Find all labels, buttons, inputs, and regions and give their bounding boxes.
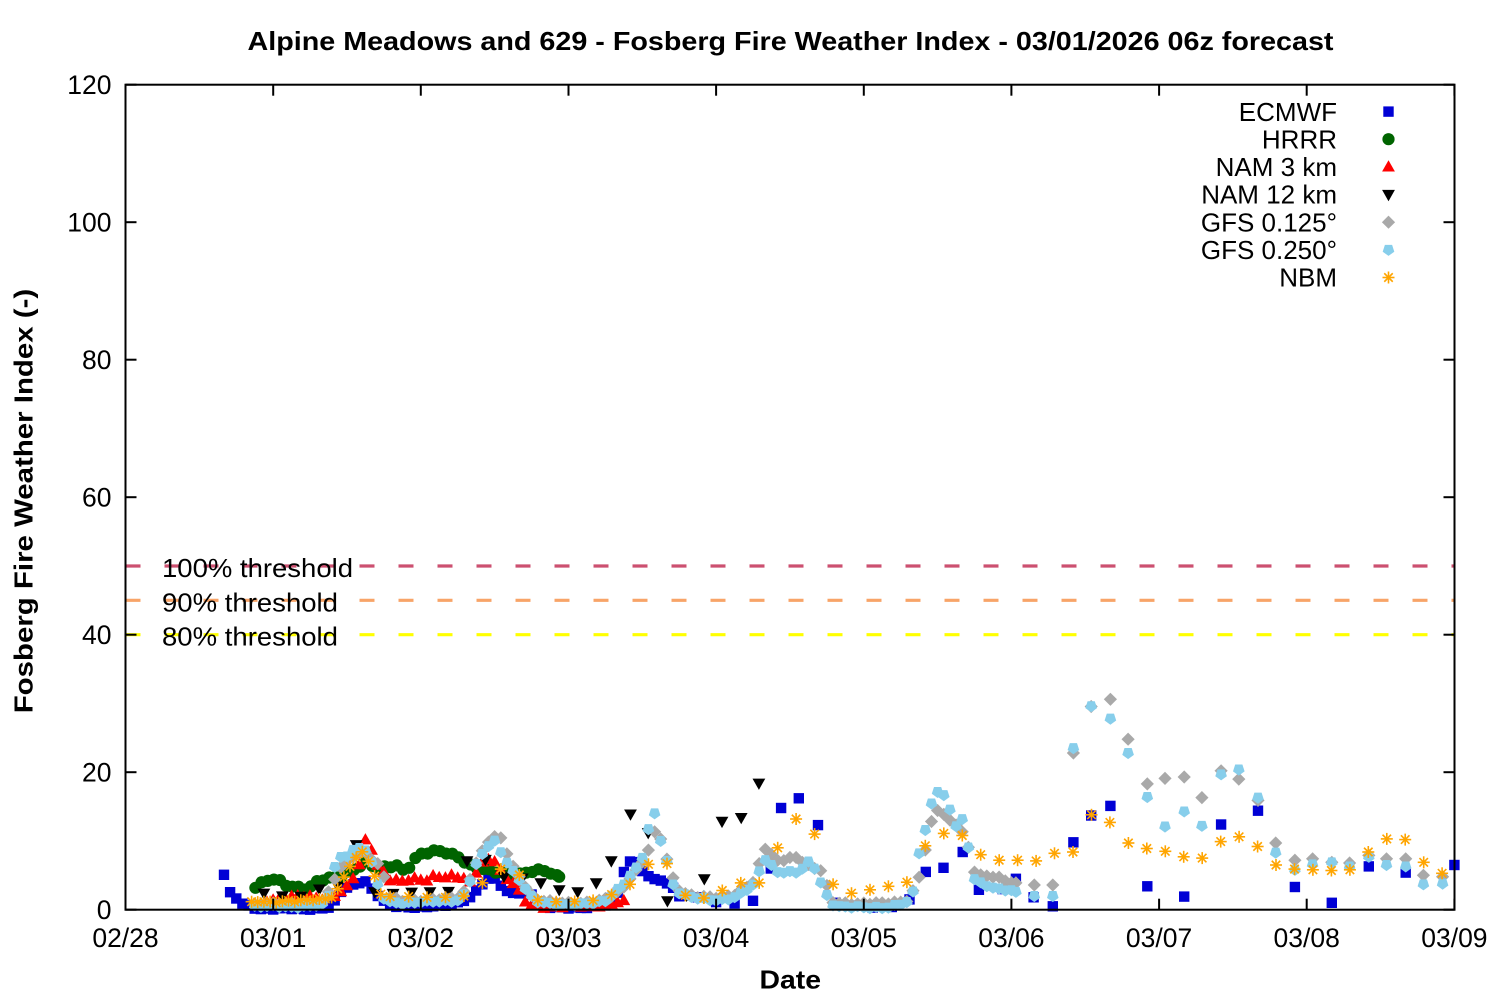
svg-text:Fosberg Fire Weather Index (-): Fosberg Fire Weather Index (-): [9, 289, 39, 714]
svg-text:03/04: 03/04: [683, 923, 749, 953]
svg-text:20: 20: [82, 757, 111, 787]
svg-text:Alpine Meadows and 629 - Fosbe: Alpine Meadows and 629 - Fosberg Fire We…: [248, 26, 1334, 56]
svg-text:HRRR: HRRR: [1262, 124, 1337, 154]
svg-text:0: 0: [97, 895, 112, 925]
svg-text:NAM 12 km: NAM 12 km: [1201, 180, 1337, 210]
svg-text:03/05: 03/05: [831, 923, 897, 953]
svg-text:60: 60: [82, 482, 111, 512]
svg-text:100% threshold: 100% threshold: [162, 553, 353, 583]
svg-text:03/07: 03/07: [1126, 923, 1192, 953]
svg-text:03/01: 03/01: [240, 923, 306, 953]
svg-text:03/02: 03/02: [388, 923, 454, 953]
svg-text:NBM: NBM: [1279, 263, 1337, 293]
svg-text:03/09: 03/09: [1421, 923, 1487, 953]
svg-text:03/03: 03/03: [535, 923, 601, 953]
svg-text:ECMWF: ECMWF: [1239, 97, 1337, 127]
svg-text:GFS 0.125°: GFS 0.125°: [1201, 207, 1337, 237]
svg-text:GFS 0.250°: GFS 0.250°: [1201, 235, 1337, 265]
svg-text:Date: Date: [760, 965, 822, 995]
svg-text:03/08: 03/08: [1274, 923, 1340, 953]
svg-text:02/28: 02/28: [92, 923, 158, 953]
svg-text:100: 100: [67, 207, 111, 237]
svg-text:80: 80: [82, 345, 111, 375]
svg-text:120: 120: [67, 70, 111, 100]
svg-text:40: 40: [82, 620, 111, 650]
svg-text:90% threshold: 90% threshold: [162, 587, 338, 617]
svg-text:NAM 3 km: NAM 3 km: [1216, 152, 1337, 182]
svg-text:80% threshold: 80% threshold: [162, 622, 338, 652]
svg-text:03/06: 03/06: [978, 923, 1044, 953]
